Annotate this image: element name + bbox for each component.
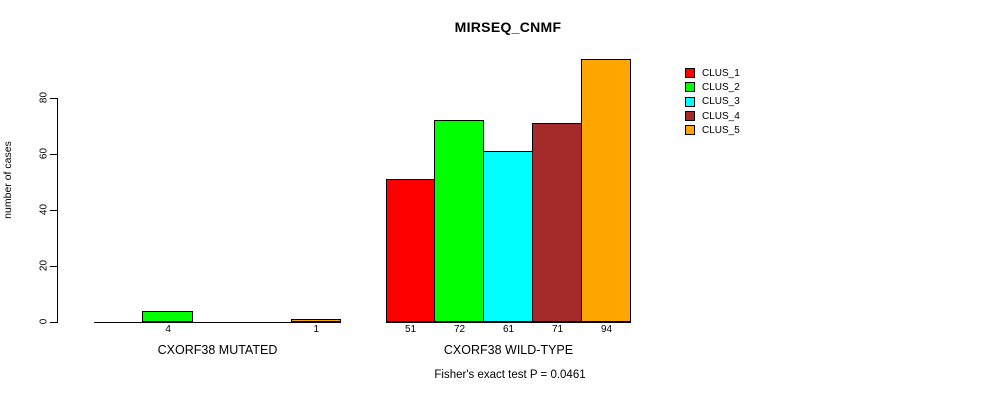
- bar-clus_4: [532, 123, 582, 322]
- bar-value-label: 72: [453, 324, 466, 335]
- legend-color-swatch: [685, 82, 695, 93]
- y-axis-tick: [50, 154, 57, 155]
- y-axis-label: number of cases: [2, 141, 14, 219]
- y-axis-tick-label: 60: [38, 147, 50, 160]
- chart-title: MIRSEQ_CNMF: [454, 19, 562, 35]
- legend-color-swatch: [685, 96, 695, 107]
- bar-group-wild-type: [386, 59, 631, 323]
- bar-value-label: [193, 324, 242, 336]
- y-axis-tick-label: 20: [38, 259, 50, 272]
- y-axis-tick: [50, 210, 57, 211]
- bar-value-label: 94: [600, 324, 613, 335]
- bar-value-label: [94, 324, 143, 336]
- y-axis-tick-label: 0: [38, 318, 50, 325]
- legend-item-label: CLUS_2: [702, 81, 740, 93]
- bar-value-label: 51: [404, 324, 417, 335]
- bar-clus_5: [291, 319, 341, 322]
- bar-clus_5: [581, 59, 631, 322]
- bar-value-label: [242, 324, 291, 336]
- legend-item: CLUS_1: [685, 66, 740, 80]
- y-axis-tick: [50, 98, 57, 99]
- bar-clus_2: [142, 311, 193, 322]
- legend-item-label: CLUS_1: [702, 67, 740, 79]
- legend-item-label: CLUS_4: [702, 110, 740, 122]
- legend-item-label: CLUS_5: [702, 124, 740, 136]
- y-axis-tick: [50, 322, 57, 323]
- y-axis-tick-label: 40: [38, 203, 50, 216]
- fisher-test-note: Fisher's exact test P = 0.0461: [434, 369, 586, 381]
- bar-clus_1: [386, 179, 435, 322]
- bar-value-label: 4: [165, 324, 171, 335]
- legend: CLUS_1 CLUS_2 CLUS_3 CLUS_4 CLUS_5: [685, 66, 740, 137]
- bar-value-label: 71: [551, 324, 564, 335]
- bar-group-mutated: [94, 60, 341, 323]
- y-axis-line: [57, 98, 58, 323]
- legend-item: CLUS_4: [685, 109, 740, 123]
- bar-value-labels: 51 72 61 71 94: [386, 324, 631, 336]
- legend-color-swatch: [685, 111, 695, 122]
- y-axis-tick: [50, 266, 57, 267]
- x-axis-group-label: CXORF38 WILD-TYPE: [443, 343, 574, 357]
- legend-item: CLUS_5: [685, 123, 740, 137]
- bar-clus_3: [483, 151, 533, 322]
- legend-item: CLUS_3: [685, 95, 740, 109]
- legend-item-label: CLUS_3: [702, 96, 740, 108]
- legend-item: CLUS_2: [685, 80, 740, 94]
- legend-color-swatch: [685, 68, 695, 79]
- bar-clus_2: [434, 120, 484, 322]
- y-axis-tick-label: 80: [38, 91, 50, 104]
- legend-color-swatch: [685, 125, 695, 136]
- bar-value-label: 61: [502, 324, 515, 335]
- x-axis-group-label: CXORF38 MUTATED: [157, 343, 278, 357]
- bar-value-label: 1: [313, 324, 320, 335]
